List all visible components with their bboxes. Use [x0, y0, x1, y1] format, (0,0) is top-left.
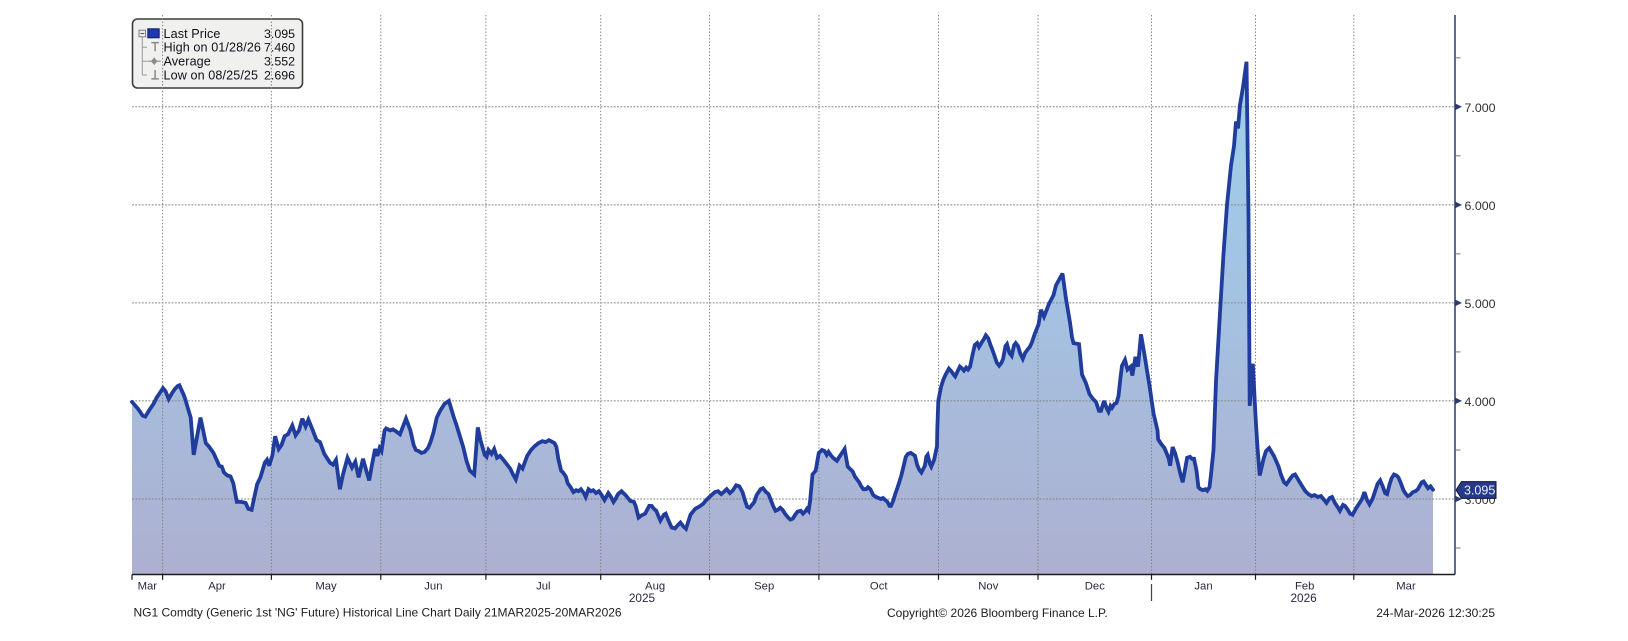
svg-text:6.000: 6.000: [1465, 199, 1496, 213]
svg-text:Jul: Jul: [536, 581, 550, 593]
svg-text:May: May: [315, 581, 337, 593]
svg-text:4.000: 4.000: [1465, 395, 1496, 409]
svg-text:Aug: Aug: [645, 581, 665, 593]
svg-text:Mar: Mar: [138, 581, 158, 593]
svg-text:2026: 2026: [1290, 591, 1317, 605]
svg-text:Jan: Jan: [1194, 581, 1212, 593]
svg-text:Low on 08/25/25: Low on 08/25/25: [164, 68, 259, 82]
svg-text:Apr: Apr: [208, 581, 226, 593]
svg-text:24-Mar-2026 12:30:25: 24-Mar-2026 12:30:25: [1376, 606, 1495, 620]
svg-text:7.000: 7.000: [1465, 101, 1496, 115]
svg-text:High on 01/28/26: High on 01/28/26: [164, 41, 262, 55]
svg-text:2.696: 2.696: [264, 68, 295, 82]
svg-text:Copyright© 2026 Bloomberg Fina: Copyright© 2026 Bloomberg Finance L.P.: [887, 606, 1108, 620]
svg-text:Mar: Mar: [1396, 581, 1416, 593]
svg-text:Jun: Jun: [424, 581, 442, 593]
svg-text:Nov: Nov: [978, 581, 998, 593]
svg-text:Sep: Sep: [754, 581, 774, 593]
svg-text:5.000: 5.000: [1465, 297, 1496, 311]
svg-text:3.552: 3.552: [264, 55, 295, 69]
svg-text:3.095: 3.095: [1464, 484, 1495, 498]
svg-text:Dec: Dec: [1085, 581, 1105, 593]
svg-text:Average: Average: [164, 55, 211, 69]
svg-text:Last Price: Last Price: [164, 27, 221, 41]
svg-text:7.460: 7.460: [264, 41, 295, 55]
svg-text:Feb: Feb: [1295, 581, 1314, 593]
svg-text:NG1 Comdty (Generic 1st 'NG' F: NG1 Comdty (Generic 1st 'NG' Future) His…: [134, 606, 622, 620]
svg-text:Oct: Oct: [870, 581, 888, 593]
svg-text:3.095: 3.095: [264, 27, 295, 41]
svg-text:2025: 2025: [629, 591, 656, 605]
